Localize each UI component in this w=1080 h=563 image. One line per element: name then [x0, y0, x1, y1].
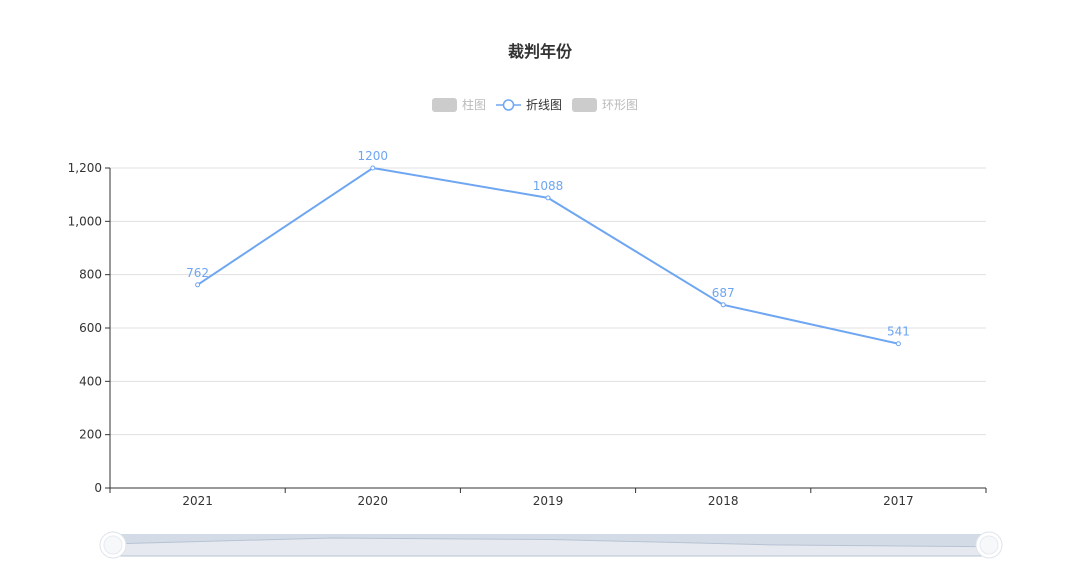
data-labels: 762 1200 1088 687 541	[186, 149, 910, 339]
x-tick-label: 2020	[358, 494, 389, 508]
data-label: 1200	[358, 149, 389, 163]
data-label: 762	[186, 266, 209, 280]
data-label: 1088	[533, 179, 564, 193]
line-circle-icon	[496, 99, 521, 111]
y-tick-label: 800	[79, 268, 102, 282]
data-label: 687	[712, 286, 735, 300]
legend-item-1[interactable]: 折线图	[496, 97, 562, 112]
rounded-rect-icon	[432, 98, 457, 112]
x-tick-label: 2021	[182, 494, 213, 508]
data-point[interactable]	[195, 282, 201, 288]
data-zoom-slider[interactable]	[99, 531, 1003, 559]
legend-label: 环形图	[602, 98, 638, 112]
y-tick-label: 400	[79, 374, 102, 388]
y-tick-label: 200	[79, 428, 102, 442]
x-tick-label: 2019	[533, 494, 564, 508]
zoom-handle-right[interactable]	[975, 531, 1003, 559]
zoom-handle-left[interactable]	[99, 531, 127, 559]
legend-item-2[interactable]: 环形图	[572, 98, 638, 112]
y-tick-label: 0	[94, 481, 102, 495]
chart-title: 裁判年份	[508, 42, 573, 61]
x-tick-label: 2017	[883, 494, 914, 508]
legend-label: 折线图	[526, 97, 562, 112]
legend-item-0[interactable]: 柱图	[432, 97, 486, 112]
data-point[interactable]	[720, 302, 726, 308]
axes: 0 200 400 600 800 1,000 1,200 2021 2020 2019 2018 2…	[68, 161, 987, 508]
y-tick-label: 1,000	[68, 214, 102, 228]
legend-label: 柱图	[462, 97, 486, 112]
data-point[interactable]	[895, 341, 901, 347]
grid-lines	[110, 167, 986, 436]
y-tick-label: 1,200	[68, 161, 102, 175]
legend: 柱图 折线图 环形图	[432, 97, 638, 112]
data-label: 541	[887, 325, 910, 339]
data-point[interactable]	[545, 195, 551, 201]
rounded-rect-icon	[572, 98, 597, 112]
data-point[interactable]	[370, 165, 376, 171]
y-tick-label: 600	[79, 321, 102, 335]
series-line	[197, 166, 899, 345]
series-layer	[195, 165, 901, 347]
x-tick-label: 2018	[708, 494, 739, 508]
